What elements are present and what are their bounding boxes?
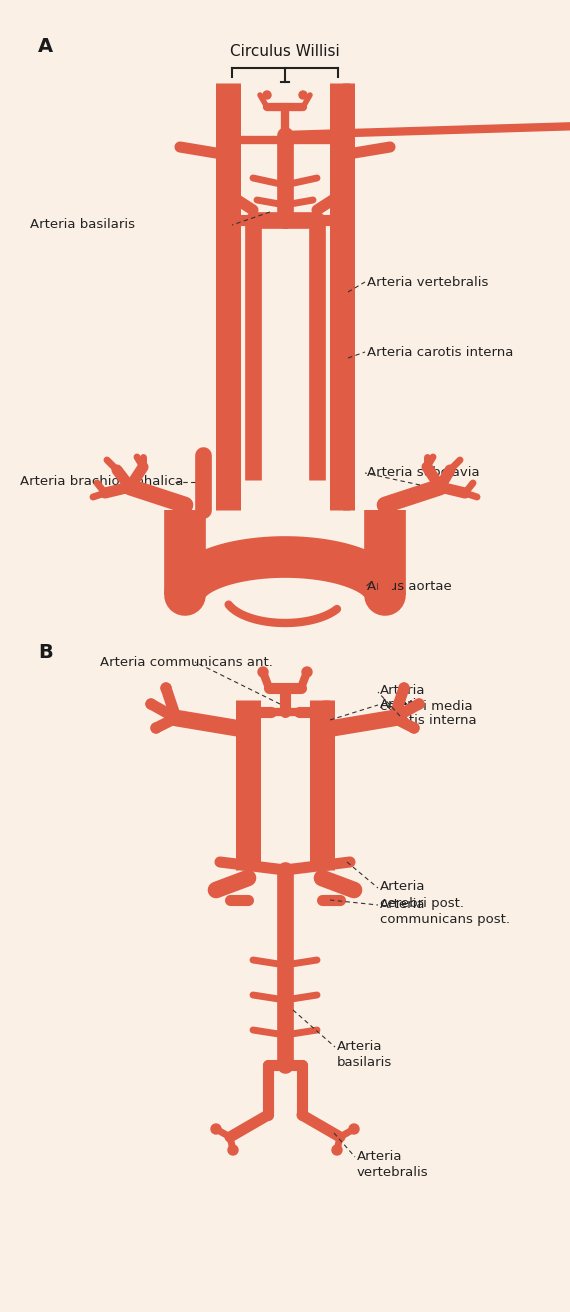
Circle shape (151, 723, 161, 733)
Text: Arteria
basilaris: Arteria basilaris (337, 1040, 392, 1069)
Circle shape (409, 723, 419, 733)
Text: Arteria basilaris: Arteria basilaris (30, 219, 135, 231)
Circle shape (399, 684, 409, 693)
Circle shape (211, 1124, 221, 1134)
Circle shape (146, 699, 156, 708)
Text: Arteria
cerebri post.: Arteria cerebri post. (380, 880, 464, 909)
Circle shape (302, 666, 312, 677)
Circle shape (263, 91, 271, 98)
Circle shape (258, 666, 268, 677)
Text: Arcus aortae: Arcus aortae (367, 580, 452, 593)
Text: Arteria communicans ant.: Arteria communicans ant. (100, 656, 273, 669)
Circle shape (228, 1145, 238, 1155)
Circle shape (349, 1124, 359, 1134)
Text: Arteria vertebralis: Arteria vertebralis (367, 276, 488, 289)
Text: Arteria
communicans post.: Arteria communicans post. (380, 897, 510, 926)
Text: A: A (38, 37, 53, 56)
Circle shape (299, 91, 307, 98)
Text: Arteria
vertebralis: Arteria vertebralis (357, 1151, 429, 1179)
Circle shape (332, 1145, 342, 1155)
Text: B: B (38, 643, 53, 663)
Text: Arteria carotis interna: Arteria carotis interna (367, 345, 514, 358)
Circle shape (414, 699, 424, 708)
Text: Arteria subclavia: Arteria subclavia (367, 467, 479, 479)
Circle shape (161, 684, 171, 693)
Text: Circulus Willisi: Circulus Willisi (230, 45, 340, 59)
Text: Arteria brachiocephalica: Arteria brachiocephalica (20, 475, 184, 488)
Text: Arteria
cerebri media: Arteria cerebri media (380, 684, 473, 712)
Text: Arteria
carotis interna: Arteria carotis interna (380, 698, 477, 727)
